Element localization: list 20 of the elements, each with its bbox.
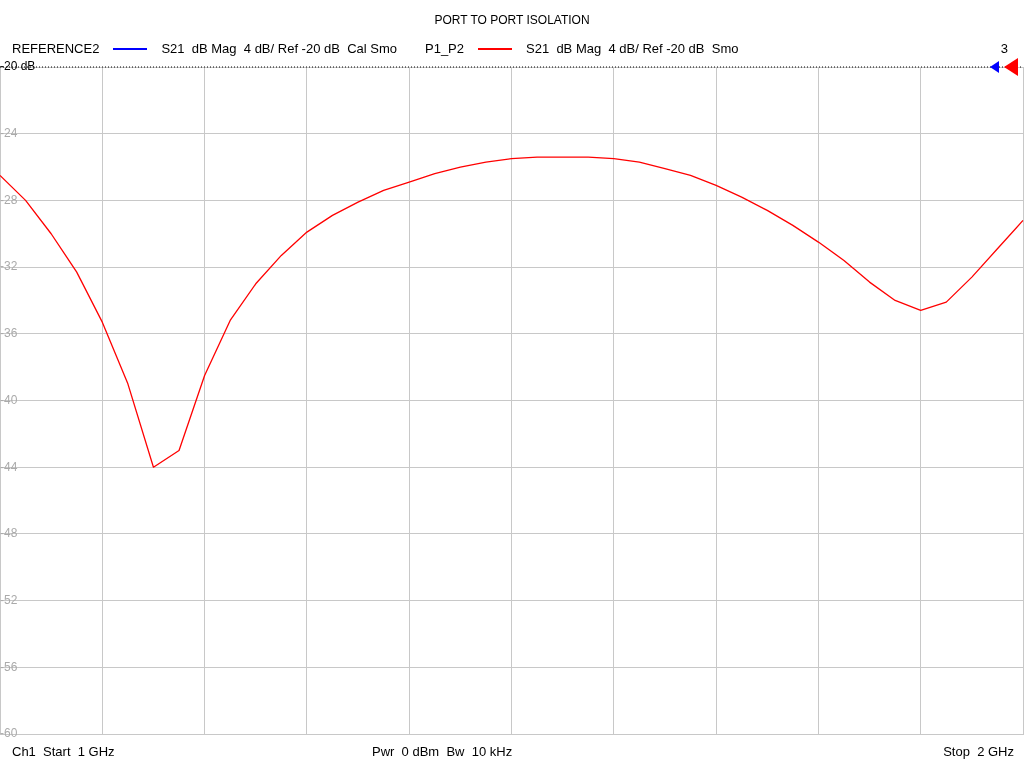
chart-title: PORT TO PORT ISOLATION — [433, 13, 591, 27]
y-tick-label: -44 — [0, 459, 18, 474]
text: S21 dB Mag 4 dB/ Ref -20 dB Smo — [526, 41, 739, 56]
y-tick-label: -60 — [0, 726, 18, 741]
y-tick-label: -24 — [0, 126, 18, 141]
text: Stop 2 GHz — [943, 744, 1014, 759]
text: Pwr 0 dBm Bw 10 kHz — [372, 744, 513, 759]
y-tick-label: -20 dB — [0, 59, 36, 74]
y-tick-label: -28 — [0, 192, 18, 207]
text: 3 — [1000, 41, 1008, 56]
y-tick-label: -40 — [0, 392, 18, 407]
y-tick-label: -52 — [0, 592, 18, 607]
y-tick-label: -48 — [0, 526, 18, 541]
y-tick-label: -36 — [0, 326, 18, 341]
legend-label: P1_P2 — [424, 41, 465, 56]
y-tick-label: -32 — [0, 259, 18, 274]
y-tick-label: -56 — [0, 659, 18, 674]
legend-label: REFERENCE2 — [12, 41, 100, 56]
text: S21 dB Mag 4 dB/ Ref -20 dB Cal Smo — [161, 41, 397, 56]
text: Ch1 Start 1 GHz — [12, 744, 115, 759]
